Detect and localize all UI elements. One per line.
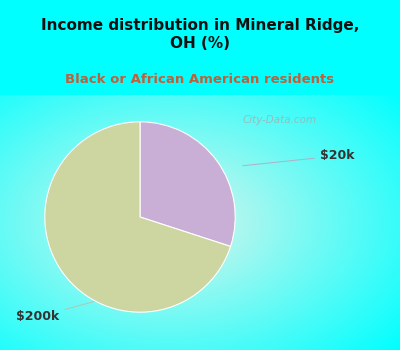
Wedge shape bbox=[45, 122, 230, 312]
Text: $200k: $200k bbox=[16, 300, 101, 323]
Text: $20k: $20k bbox=[243, 149, 354, 166]
Text: Black or African American residents: Black or African American residents bbox=[66, 73, 334, 86]
Text: Income distribution in Mineral Ridge,
OH (%): Income distribution in Mineral Ridge, OH… bbox=[41, 18, 359, 51]
Wedge shape bbox=[140, 122, 235, 246]
Text: City-Data.com: City-Data.com bbox=[243, 115, 317, 125]
